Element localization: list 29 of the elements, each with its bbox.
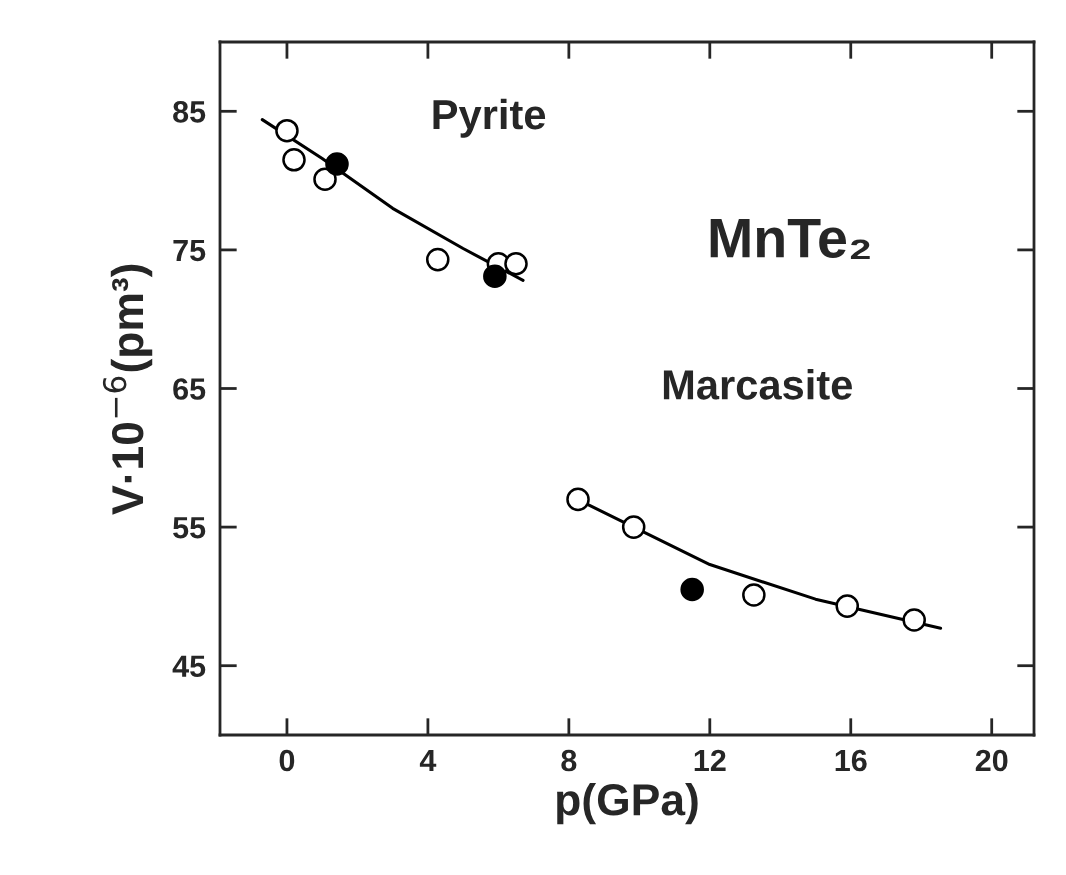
- annotation: MnTe₂: [710, 219, 870, 260]
- point: [742, 583, 766, 607]
- y-tick-label: 65: [173, 378, 206, 400]
- x-tick-label: 16: [835, 749, 867, 772]
- annotation: Marcasite: [663, 369, 852, 400]
- x-tick-label: 12: [694, 749, 726, 772]
- x-tick-label: 20: [975, 749, 1008, 772]
- point: [313, 167, 337, 191]
- y-tick-label: 45: [172, 655, 206, 678]
- point: [425, 247, 450, 272]
- point: [325, 152, 349, 176]
- x-axis-title: p(GPa): [557, 782, 698, 825]
- annotation: Pyrite: [433, 98, 546, 138]
- y-tick-label: 85: [173, 101, 206, 123]
- x-tick-label: 4: [419, 750, 437, 772]
- point: [282, 148, 306, 172]
- x-tick-label: 8: [561, 749, 577, 772]
- point: [566, 487, 590, 512]
- y-tick-label: 55: [173, 517, 206, 539]
- x-tick-label: 0: [279, 749, 295, 772]
- point: [275, 118, 299, 143]
- point: [483, 264, 507, 289]
- point: [621, 515, 646, 539]
- y-tick-label: 75: [173, 239, 206, 262]
- point: [902, 608, 926, 632]
- point: [504, 251, 528, 276]
- point: [680, 577, 704, 602]
- point: [835, 594, 860, 618]
- y-axis-title: V·10$^{−6}$(pm³): [102, 264, 153, 515]
